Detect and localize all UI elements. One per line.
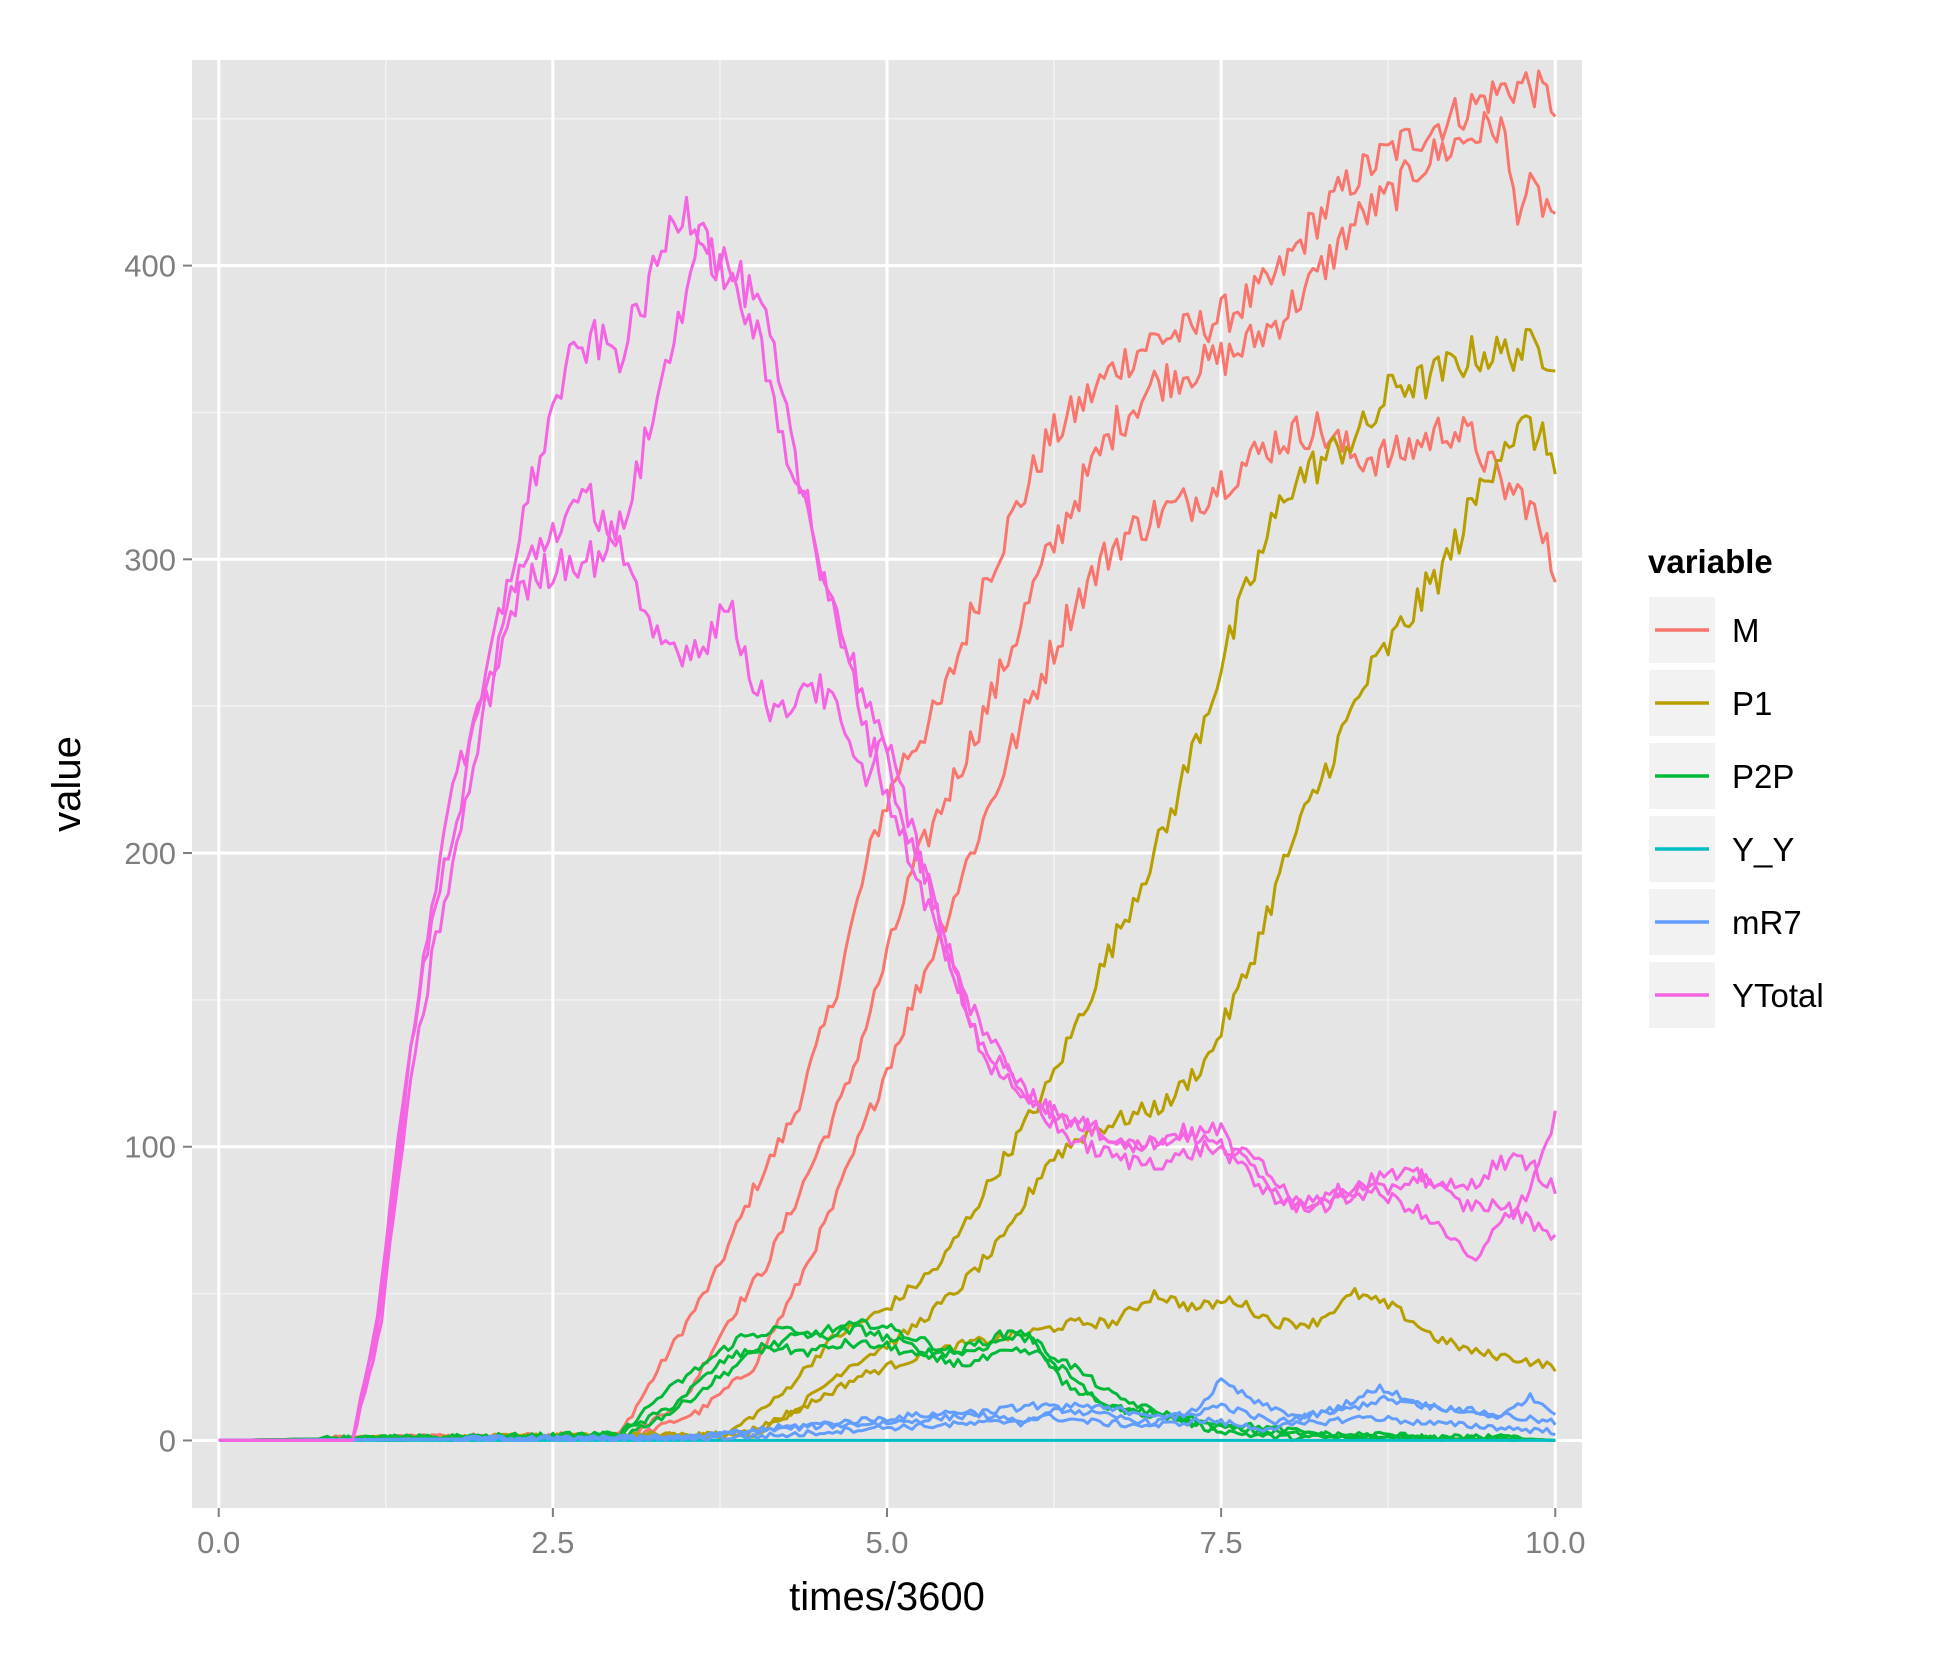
x-axis-ticks: 0.0 2.5 5.0 7.5 10.0 [197, 1508, 1585, 1560]
series-line-mR7 [218, 1412, 1556, 1442]
series-line-M [218, 111, 1557, 1442]
legend-label: mR7 [1732, 904, 1802, 941]
x-tick-label: 2.5 [531, 1525, 574, 1560]
series-line-YTotal [218, 482, 1557, 1442]
legend-label: YTotal [1732, 977, 1824, 1014]
y-tick-label: 400 [124, 249, 176, 284]
legend: variable M P1 P2P Y_Y mR7 YTotal [1647, 543, 1824, 1030]
legend-label: M [1732, 612, 1760, 649]
x-tick-label: 7.5 [1200, 1525, 1243, 1560]
legend-label: P1 [1732, 685, 1772, 722]
y-axis-ticks: 0 100 200 300 400 [124, 249, 192, 1458]
series-line-YTotal [218, 221, 1557, 1442]
legend-label: Y_Y [1732, 831, 1794, 868]
y-tick-label: 200 [124, 836, 176, 871]
x-tick-label: 0.0 [197, 1525, 240, 1560]
legend-label: P2P [1732, 758, 1794, 795]
x-tick-label: 10.0 [1525, 1525, 1585, 1560]
y-axis-title: value [45, 736, 89, 832]
x-axis-title: times/3600 [789, 1575, 985, 1619]
series-lines [218, 69, 1557, 1442]
y-tick-label: 300 [124, 542, 176, 577]
legend-title: variable [1648, 543, 1773, 580]
y-tick-label: 0 [159, 1423, 176, 1458]
y-tick-label: 100 [124, 1130, 176, 1165]
x-tick-label: 5.0 [865, 1525, 908, 1560]
